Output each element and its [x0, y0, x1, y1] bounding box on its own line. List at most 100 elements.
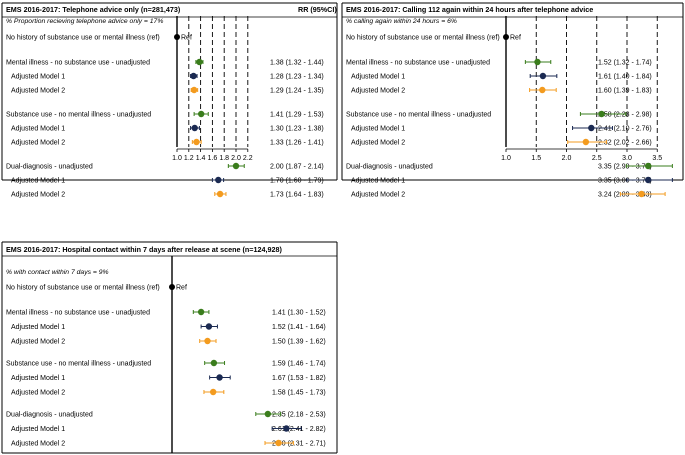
panel-note: % with contact within 7 days = 9% — [6, 269, 109, 276]
row-label: Adjusted Model 2 — [11, 88, 65, 95]
row-label: Adjusted Model 1 — [11, 126, 65, 133]
rr-ci-value: 1.58 (1.45 - 1.73) — [272, 390, 326, 397]
estimate-point — [588, 124, 595, 132]
reference-point — [503, 34, 509, 40]
rr-ci-value: 2.32 (2.02 - 2.66) — [598, 140, 652, 147]
estimate-point — [197, 308, 205, 316]
x-tick-label: 3.0 — [622, 155, 632, 162]
rr-ci-value: 1.28 (1.23 - 1.34) — [270, 74, 324, 81]
estimate-point — [598, 110, 605, 118]
reference-row-label: No history of substance use or mental il… — [346, 35, 500, 42]
rr-ci-value: 1.52 (1.32 - 1.74) — [598, 60, 652, 67]
estimate-point — [209, 388, 217, 396]
estimate-point — [216, 190, 224, 198]
row-label: Adjusted Model 2 — [11, 192, 65, 199]
row-label: Mental illness - no substance use - unad… — [346, 60, 490, 67]
row-label: Adjusted Model 2 — [11, 140, 65, 147]
reference-row-label: No history of substance use or mental il… — [6, 35, 160, 42]
estimate-point — [215, 176, 222, 184]
rr-ci-value: 1.60 (1.39 - 1.83) — [598, 88, 652, 95]
row-label: Adjusted Model 2 — [11, 339, 65, 346]
estimate-point — [190, 72, 197, 80]
rr-ci-value: 1.30 (1.23 - 1.38) — [270, 126, 324, 133]
row-label: Dual-diagnosis - unadjusted — [6, 412, 93, 419]
row-label: Adjusted Model 2 — [351, 140, 405, 147]
rr-ci-value: 1.61 (1.40 - 1.84) — [598, 74, 652, 81]
estimate-point — [582, 138, 590, 146]
panel-note: % Proportion recieving telephone advice … — [6, 18, 163, 25]
row-label: Adjusted Model 2 — [351, 88, 405, 95]
estimate-point — [644, 162, 652, 170]
row-label: Adjusted Model 1 — [11, 426, 65, 433]
estimate-point — [191, 124, 198, 132]
rr-ci-value: 1.59 (1.46 - 1.74) — [272, 361, 326, 368]
rr-ci-value: 1.67 (1.53 - 1.82) — [272, 375, 326, 382]
reference-value-label: Ref — [510, 35, 521, 42]
rr-ci-value: 2.50 (2.31 - 2.71) — [272, 441, 326, 448]
panel-title: EMS 2016-2017: Hospital contact within 7… — [6, 245, 282, 254]
panel-note: % calling again within 24 hours = 6% — [346, 18, 457, 25]
rr-ci-value: 1.73 (1.64 - 1.83) — [270, 192, 324, 199]
rr-column-header: RR (95%CI) — [298, 5, 337, 14]
row-label: Substance use - no mental illness - unad… — [6, 112, 151, 119]
estimate-point — [534, 58, 541, 66]
row-label: Dual-diagnosis - unadjusted — [6, 164, 93, 171]
rr-ci-value: 3.35 (3.00 - 3.75) — [598, 178, 652, 185]
estimate-point — [190, 86, 198, 94]
x-tick-label: 1.0 — [501, 155, 511, 162]
rr-ci-value: 1.52 (1.41 - 1.64) — [272, 324, 326, 331]
rr-ci-value: 2.61 (2.41 - 2.82) — [272, 426, 326, 433]
panel-title: EMS 2016-2017: Telephone advice only (n=… — [6, 5, 181, 14]
reference-value-label: Ref — [176, 285, 187, 292]
estimate-point — [210, 359, 218, 367]
panel-title: EMS 2016-2017: Calling 112 again within … — [346, 5, 593, 14]
x-tick-label: 3.5 — [652, 155, 662, 162]
row-label: Adjusted Model 1 — [11, 375, 65, 382]
row-label: Adjusted Model 1 — [351, 74, 405, 81]
row-label: Adjusted Model 1 — [351, 178, 405, 185]
row-label: Dual-diagnosis - unadjusted — [346, 164, 433, 171]
row-label: Adjusted Model 1 — [11, 74, 65, 81]
rr-ci-value: 2.58 (2.23 - 2.98) — [598, 112, 652, 119]
row-label: Adjusted Model 1 — [11, 324, 65, 331]
estimate-point — [232, 162, 240, 170]
reference-value-label: Ref — [181, 35, 192, 42]
row-label: Mental illness - no substance use - unad… — [6, 310, 150, 317]
estimate-point — [196, 58, 203, 66]
reference-point — [174, 34, 180, 40]
rr-ci-value: 2.00 (1.87 - 2.14) — [270, 164, 324, 171]
estimate-point — [193, 138, 200, 146]
row-label: Adjusted Model 2 — [11, 441, 65, 448]
reference-row-label: No history of substance use or mental il… — [6, 285, 160, 292]
rr-ci-value: 1.38 (1.32 - 1.44) — [270, 60, 324, 67]
x-tick-label: 1.8 — [219, 155, 229, 162]
estimate-point — [539, 86, 546, 94]
rr-ci-value: 1.29 (1.24 - 1.35) — [270, 88, 324, 95]
x-tick-label: 2.5 — [592, 155, 602, 162]
estimate-point — [275, 439, 282, 447]
rr-ci-value: 1.41 (1.30 - 1.52) — [272, 310, 326, 317]
x-tick-label: 1.6 — [208, 155, 218, 162]
rr-ci-value: 1.33 (1.26 - 1.41) — [270, 140, 324, 147]
estimate-point — [539, 72, 547, 80]
row-label: Adjusted Model 1 — [11, 178, 65, 185]
x-tick-label: 1.2 — [184, 155, 194, 162]
row-label: Substance use - no mental illness - unad… — [346, 112, 491, 119]
x-tick-label: 2.0 — [562, 155, 572, 162]
rr-ci-value: 1.41 (1.29 - 1.53) — [270, 112, 324, 119]
estimate-point — [644, 176, 652, 184]
row-label: Adjusted Model 1 — [351, 126, 405, 133]
row-label: Adjusted Model 2 — [351, 192, 405, 199]
estimate-point — [216, 374, 223, 381]
x-tick-label: 2.0 — [231, 155, 241, 162]
rr-ci-value: 3.35 (2.99 - 3.75) — [598, 164, 652, 171]
row-label: Adjusted Model 2 — [11, 390, 65, 397]
rr-ci-value: 2.35 (2.18 - 2.53) — [272, 412, 326, 419]
estimate-point — [283, 425, 290, 432]
x-tick-label: 1.5 — [531, 155, 541, 162]
estimate-point — [197, 110, 205, 118]
estimate-point — [264, 410, 272, 418]
row-label: Substance use - no mental illness - unad… — [6, 361, 151, 368]
rr-ci-value: 1.50 (1.39 - 1.62) — [272, 339, 326, 346]
